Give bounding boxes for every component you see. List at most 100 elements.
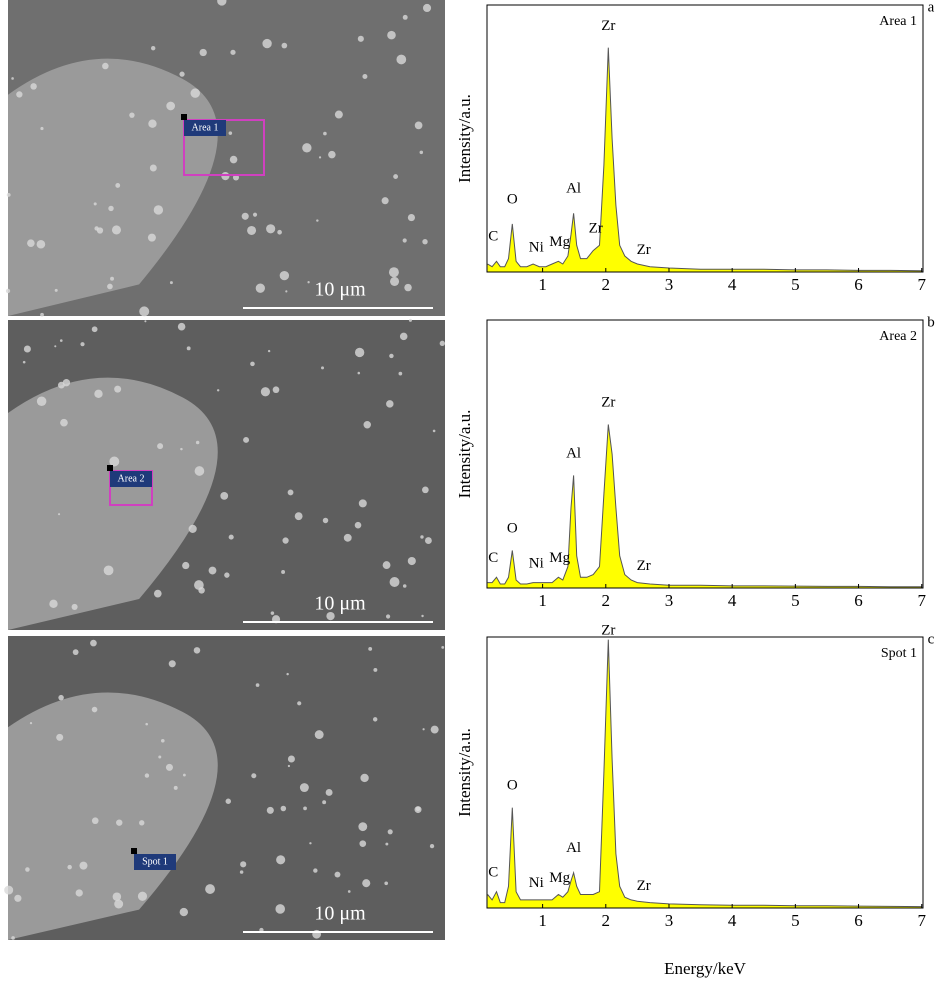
sem-particle: [389, 353, 394, 359]
sem-particle: [190, 88, 200, 98]
sem-particle: [144, 773, 150, 778]
sem-particle: [390, 276, 400, 286]
sem-particle: [153, 589, 162, 598]
sem-particle: [93, 202, 97, 206]
sem-particle: [225, 798, 231, 804]
sem-feature: [8, 377, 218, 630]
sem-particle: [217, 0, 227, 6]
sem-particle: [75, 889, 83, 897]
peak-label: C: [488, 229, 498, 245]
sem-particle: [243, 436, 250, 443]
sem-particle: [224, 572, 230, 578]
sem-particle: [110, 276, 114, 281]
sem-particle: [239, 870, 244, 874]
sem-particle: [160, 738, 165, 743]
sem-particle: [318, 156, 322, 159]
sem-particle: [111, 225, 121, 235]
region-marker: [131, 848, 137, 854]
sem-particle: [40, 126, 44, 131]
sem-particle: [420, 535, 424, 539]
sem-particle: [36, 396, 47, 406]
sem-particle: [147, 233, 156, 242]
sem-particle: [357, 371, 361, 375]
sem-particle: [182, 773, 186, 777]
sem-particle: [373, 667, 378, 672]
sem-particle: [343, 533, 352, 542]
sem-particle: [407, 556, 416, 566]
sem-particle: [396, 54, 407, 65]
x-tick-label: 5: [791, 591, 800, 610]
sem-particle: [388, 267, 399, 278]
panel-label: b: [927, 314, 935, 330]
sem-particle: [36, 239, 46, 249]
region-marker: [181, 114, 187, 120]
sem-particle: [168, 660, 176, 668]
sem-particle: [251, 773, 257, 779]
x-tick-label: 5: [791, 275, 800, 294]
sem-particle: [286, 672, 289, 676]
sem-particle: [362, 73, 368, 79]
spectrum: [487, 47, 922, 272]
sem-particle: [30, 83, 37, 90]
peak-label: Ni: [529, 875, 544, 891]
sem-particle: [307, 281, 310, 284]
sem-particle: [139, 306, 150, 317]
sem-particle: [221, 172, 230, 181]
sem-particle: [399, 332, 408, 341]
x-tick-label: 7: [917, 911, 926, 930]
scale-label: 10 μm: [314, 279, 366, 301]
sem-particle: [322, 517, 329, 524]
sem-particle: [422, 486, 429, 494]
sem-particle: [229, 155, 238, 164]
y-axis-label: Intensity/a.u.: [455, 728, 474, 817]
sem-particle: [54, 288, 58, 292]
sem-particle: [6, 192, 11, 197]
sem-particle: [241, 212, 249, 220]
sem-particle: [389, 577, 400, 587]
sem-particle: [429, 844, 435, 849]
sem-particle: [79, 861, 88, 870]
x-tick-label: 2: [602, 275, 611, 294]
sem-particle: [193, 647, 201, 654]
peak-label: Zr: [601, 18, 615, 34]
sem-particle: [139, 820, 145, 826]
sem-particle: [59, 339, 63, 342]
sem-particle: [80, 342, 85, 347]
sem-particle: [205, 884, 215, 894]
plot-frame: [486, 636, 924, 909]
sem-particle: [116, 819, 123, 826]
sem-particle: [91, 817, 99, 825]
sem-particle: [208, 566, 217, 575]
scale-label: 10 μm: [314, 593, 366, 615]
sem-particle: [180, 447, 183, 451]
sem-particle: [169, 281, 173, 285]
sem-particle: [276, 855, 286, 865]
sem-particle: [354, 521, 362, 529]
sem-particle: [129, 112, 135, 118]
sem-particle: [368, 647, 373, 651]
sem-particle: [334, 110, 343, 119]
region-marker: [107, 465, 113, 471]
x-tick-label: 1: [538, 911, 547, 930]
sem-particle: [216, 389, 220, 392]
sem-particle: [11, 77, 14, 80]
sem-particle: [56, 733, 64, 741]
x-tick-label: 2: [602, 911, 611, 930]
sem-particle: [422, 3, 432, 13]
sem-particle: [354, 347, 365, 358]
peak-label: Ni: [529, 555, 544, 571]
x-tick-label: 3: [665, 911, 674, 930]
sem-particle: [144, 320, 147, 323]
chart-title: Area 1: [879, 14, 917, 29]
sem-particle: [323, 131, 327, 136]
sem-particle: [137, 891, 148, 901]
peak-label: Al: [566, 840, 581, 856]
sem-particle: [407, 213, 415, 222]
sem-particle: [430, 725, 439, 734]
sem-particle: [188, 524, 197, 533]
sem-particle: [40, 312, 44, 317]
sem-particle: [158, 755, 162, 759]
x-tick-label: 7: [917, 591, 926, 610]
plot-frame: [486, 4, 924, 273]
